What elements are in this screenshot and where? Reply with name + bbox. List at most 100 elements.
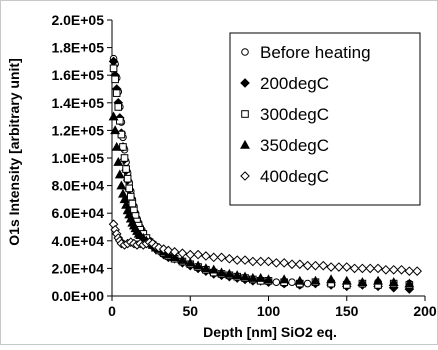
legend-item: 350degC [240, 136, 329, 155]
data-point [163, 245, 174, 256]
data-point [169, 252, 180, 262]
data-point [208, 252, 219, 263]
data-point [108, 111, 119, 121]
data-point [357, 263, 368, 274]
legend-marker [240, 78, 250, 88]
data-point [396, 264, 407, 275]
data-point [334, 262, 344, 272]
data-point [193, 260, 204, 270]
data-point [125, 184, 134, 193]
data-point [303, 279, 312, 288]
data-point [232, 255, 243, 265]
data-point [279, 274, 290, 284]
data-point [326, 262, 336, 272]
data-point [263, 274, 274, 284]
data-point [294, 275, 305, 285]
data-point [248, 256, 258, 267]
data-point [388, 277, 399, 286]
x-tick-label: 50 [182, 303, 198, 319]
data-point [240, 255, 250, 265]
data-point [109, 64, 118, 73]
legend-label: Before heating [260, 43, 371, 62]
data-point [224, 253, 235, 264]
x-tick-label: 100 [257, 303, 281, 319]
y-tick-label: 2.0E+04 [51, 260, 104, 276]
y-tick-label: 1.6E+05 [51, 67, 104, 83]
data-point [310, 275, 321, 285]
data-point [388, 264, 399, 275]
data-point [412, 266, 422, 276]
y-tick-label: 0.0E+00 [51, 288, 104, 304]
data-point [117, 130, 126, 139]
legend-item: 200degC [240, 74, 329, 93]
y-tick-label: 1.2E+05 [51, 122, 104, 138]
data-point [247, 272, 258, 282]
y-tick-label: 1.4E+05 [51, 95, 104, 111]
data-point [326, 274, 337, 284]
legend-label: 300degC [260, 105, 329, 124]
data-point [201, 251, 211, 261]
data-point [116, 116, 124, 125]
data-point [294, 259, 305, 270]
data-point [279, 258, 289, 268]
data-point [288, 278, 296, 287]
data-point [169, 247, 180, 257]
data-point [119, 143, 127, 151]
data-point [111, 141, 122, 151]
data-point [224, 268, 235, 278]
data-point [310, 260, 321, 271]
data-point [318, 260, 329, 271]
data-point [272, 278, 281, 287]
series-layer [108, 54, 422, 294]
y-tick-label: 8.0E+04 [51, 178, 104, 194]
legend-item: Before heating [241, 43, 371, 62]
data-point [200, 263, 211, 273]
y-tick-label: 1.8E+05 [51, 40, 104, 56]
data-point [216, 252, 227, 263]
data-point [349, 263, 360, 274]
data-point [357, 277, 368, 286]
legend-marker [241, 48, 249, 56]
data-point [112, 89, 121, 97]
data-point [255, 272, 266, 282]
x-tick-label: 0 [108, 303, 116, 319]
data-point [240, 271, 250, 281]
data-point [185, 257, 196, 267]
data-point [114, 169, 125, 179]
legend-label: 350degC [260, 136, 329, 155]
data-point [177, 254, 188, 264]
x-tick-label: 200 [413, 303, 437, 319]
data-point [373, 275, 383, 285]
y-tick-label: 4.0E+04 [51, 233, 104, 249]
data-point [123, 174, 132, 183]
data-point [232, 270, 243, 280]
legend-marker [241, 110, 249, 118]
data-point [208, 264, 219, 274]
y-tick-label: 6.0E+04 [51, 205, 104, 221]
data-point [271, 258, 282, 268]
data-point [122, 165, 130, 173]
legend: Before heating 200degC 300degC 350degC 400de… [229, 32, 421, 206]
legend-box [229, 32, 421, 206]
data-point [120, 154, 129, 162]
data-point [113, 157, 124, 166]
x-axis-title: Depth [nm] SiO2 eq. [203, 324, 337, 340]
data-point [177, 248, 188, 259]
y-tick-label: 1.0E+05 [51, 150, 104, 166]
data-point [381, 264, 391, 275]
data-point [341, 275, 352, 285]
data-point [341, 262, 352, 272]
data-point [404, 278, 415, 288]
data-point [126, 192, 135, 201]
data-point [365, 263, 376, 274]
series-5 [108, 219, 422, 276]
y-axis-title: O1s Intensity [arbitrary unit] [6, 58, 22, 245]
data-point [185, 249, 196, 260]
legend-marker [240, 171, 250, 181]
data-point [193, 249, 203, 260]
data-point [302, 260, 313, 271]
legend-item: 400degC [240, 167, 329, 186]
axes-layer: 0.0E+00 2.0E+04 4.0E+04 6.0E+04 8.0E+04 1.0E+… [51, 12, 436, 319]
data-point [255, 256, 266, 267]
